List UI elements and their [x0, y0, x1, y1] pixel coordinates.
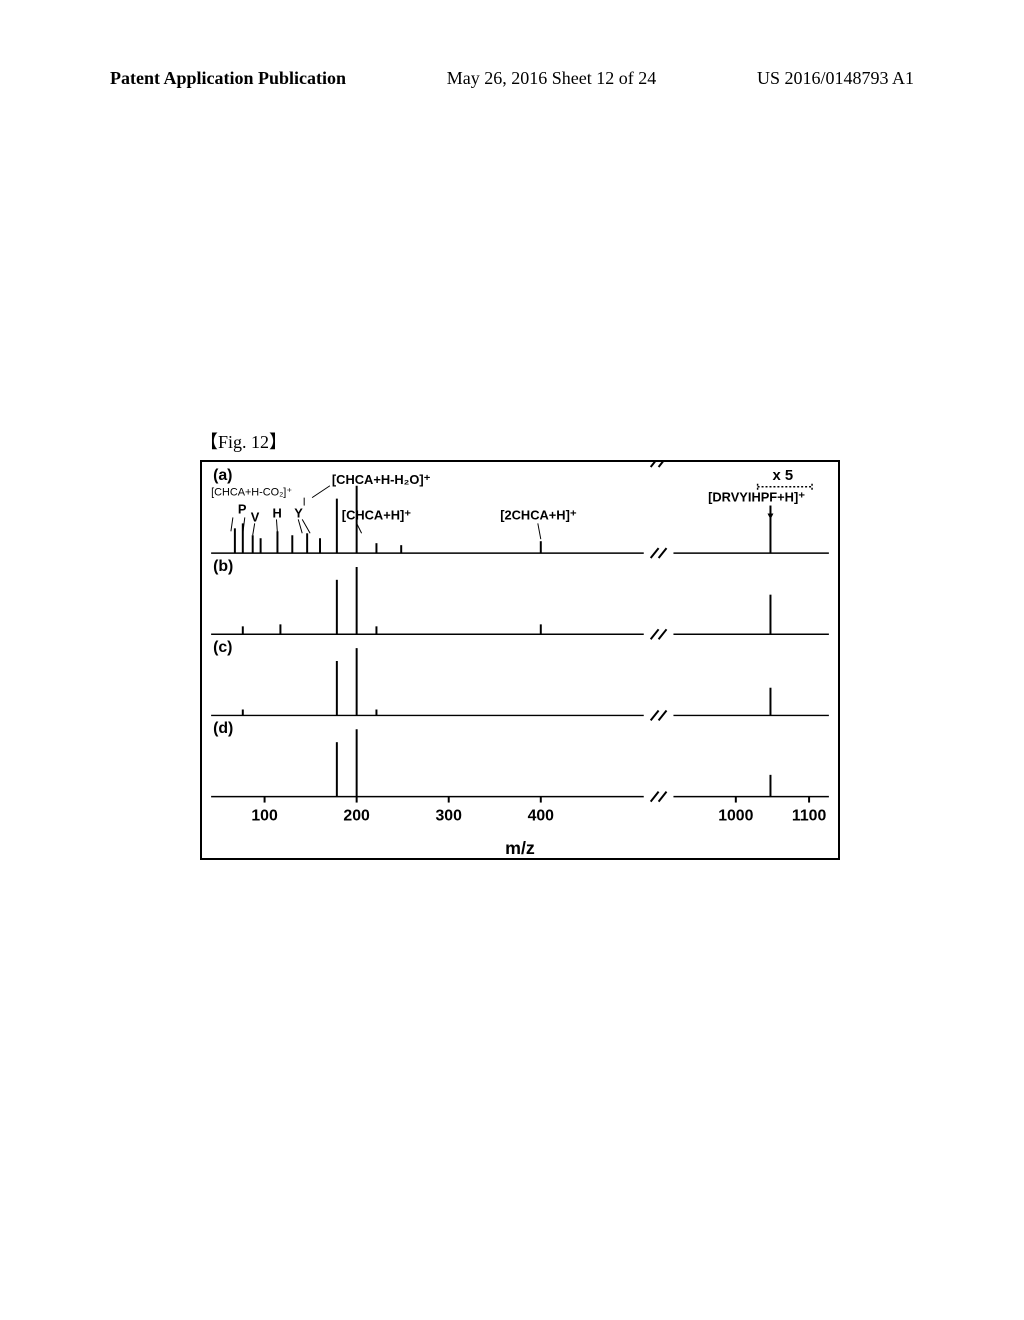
svg-text:1000: 1000: [718, 807, 753, 824]
panel-b-label: (b): [213, 558, 233, 575]
svg-text:200: 200: [343, 807, 370, 824]
panel-a-label: (a): [213, 467, 232, 484]
anno-chca-h-h2o: [CHCA+H-H₂O]⁺: [332, 472, 431, 487]
page-header: Patent Application Publication May 26, 2…: [0, 68, 1024, 89]
mass-spectrum-chart: (a) (b) (c) (d) x 5 [CHCA+H-CO₂]⁺ [CHCA+…: [200, 460, 840, 860]
panel-d-label: (d): [213, 720, 233, 737]
header-center: May 26, 2016 Sheet 12 of 24: [447, 68, 656, 89]
chart-svg: (a) (b) (c) (d) x 5 [CHCA+H-CO₂]⁺ [CHCA+…: [202, 462, 838, 858]
figure-label: 【Fig. 12】: [200, 428, 287, 454]
anno-v: V: [251, 509, 260, 524]
anno-chca-h-co2: [CHCA+H-CO₂]⁺: [211, 487, 292, 499]
svg-text:300: 300: [436, 807, 463, 824]
anno-h: H: [273, 505, 282, 520]
anno-p: P: [238, 501, 247, 516]
magnification-label: x 5: [772, 468, 793, 484]
anno-2chca-h: [2CHCA+H]⁺: [500, 507, 577, 522]
xaxis-label: m/z: [505, 838, 535, 858]
panel-c-label: (c): [213, 639, 232, 656]
anno-chca-h: [CHCA+H]⁺: [342, 507, 412, 522]
anno-y: Y: [294, 505, 303, 520]
anno-drvyihpf: [DRVYIHPF+H]⁺: [708, 490, 805, 505]
svg-text:400: 400: [528, 807, 555, 824]
svg-text:1100: 1100: [792, 807, 827, 824]
header-right: US 2016/0148793 A1: [757, 68, 914, 89]
header-left: Patent Application Publication: [110, 68, 346, 89]
svg-text:100: 100: [251, 807, 278, 824]
